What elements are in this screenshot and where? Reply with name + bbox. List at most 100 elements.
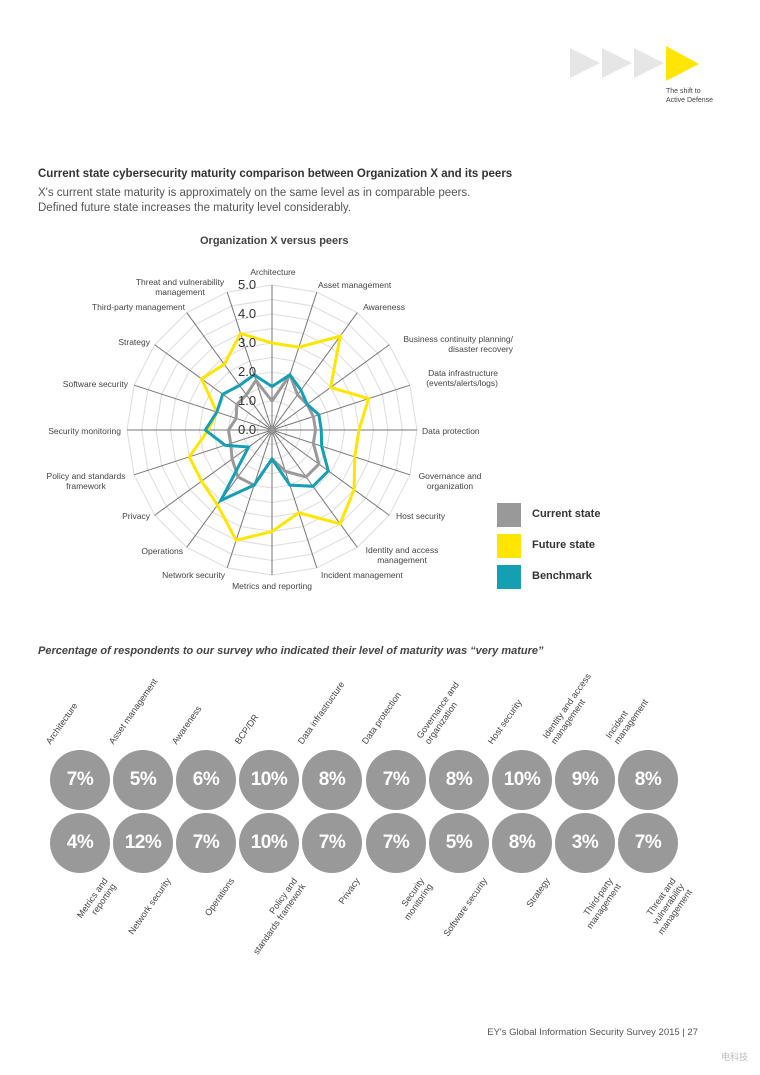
maturity-label: Architecture (43, 700, 80, 746)
maturity-circle: 7% (366, 750, 426, 810)
maturity-circle: 7% (302, 813, 362, 873)
axis-label: Incident management (321, 570, 403, 580)
maturity-label: Asset management (106, 676, 160, 746)
axis-label: Business continuity planning/ disaster r… (403, 334, 513, 354)
maturity-label: Policy and standards framework (250, 876, 308, 957)
maturity-label: Security monitoring (399, 876, 435, 922)
axis-label: Operations (141, 546, 183, 556)
axis-label: Metrics and reporting (232, 581, 312, 591)
maturity-label: Data infrastructure (295, 679, 347, 746)
axis-label: Awareness (363, 302, 405, 312)
tick-label: 1.0 (238, 393, 257, 408)
axis-label: Network security (162, 570, 225, 580)
maturity-circle: 6% (176, 750, 236, 810)
axis-line (271, 384, 411, 431)
legend-label-current: Current state (532, 508, 601, 520)
tick-label: 2.0 (238, 364, 257, 379)
maturity-label: Threat and vulnerability management (645, 876, 695, 937)
maturity-label: Strategy (524, 876, 553, 910)
legend-swatch-benchmark (497, 565, 521, 589)
maturity-label: Operations (202, 876, 237, 918)
tick-label: 5.0 (238, 277, 257, 292)
axis-line (271, 429, 390, 516)
brand-text: The shift to Active Defense (666, 88, 714, 104)
axis-line (271, 429, 318, 569)
chart-title: Organization X versus peers (200, 235, 349, 247)
axis-line (271, 429, 358, 548)
axis-label: Architecture (250, 267, 296, 277)
maturity-circle: 10% (239, 813, 299, 873)
maturity-circle: 8% (492, 813, 552, 873)
maturity-circle: 7% (176, 813, 236, 873)
maturity-circle: 7% (50, 750, 110, 810)
brand-arrows-logo (570, 46, 699, 81)
maturity-circle: 8% (618, 750, 678, 810)
axis-label: Data protection (422, 426, 480, 436)
survey-title: Percentage of respondents to our survey … (38, 645, 544, 657)
maturity-label: Third-party management (582, 876, 624, 931)
maturity-circle: 5% (113, 750, 173, 810)
axis-line (186, 312, 273, 431)
axis-label: Threat and vulnerability management (135, 277, 225, 297)
maturity-label: Metrics and reporting (75, 876, 119, 920)
axis-label: Host security (396, 511, 446, 521)
series-benchmark (203, 372, 330, 504)
axis-label: Third-party management (91, 302, 185, 312)
maturity-label: Awareness (169, 703, 204, 746)
axis-label: Strategy (118, 337, 150, 347)
axis-line (133, 384, 273, 431)
maturity-circle: 4% (50, 813, 110, 873)
arrow-icon (666, 46, 699, 81)
arrow-icon (634, 48, 664, 78)
intro-text: X's current state maturity is approximat… (38, 187, 471, 214)
legend-swatch-current (497, 503, 521, 527)
tick-label: 4.0 (238, 306, 257, 321)
maturity-label: Privacy (337, 876, 363, 906)
maturity-label: Software security (441, 876, 490, 939)
maturity-circle: 5% (429, 813, 489, 873)
arrow-icon (570, 48, 600, 78)
axis-line (133, 429, 273, 476)
maturity-label: Governance and organization (414, 680, 461, 746)
axis-label: Privacy (122, 511, 150, 521)
tick-label: 3.0 (238, 335, 257, 350)
maturity-label: BCP/DR (232, 712, 261, 746)
maturity-label: Incident management (603, 697, 651, 746)
axis-line (271, 429, 411, 476)
maturity-circle: 9% (555, 750, 615, 810)
maturity-label: Data protection (359, 690, 404, 746)
maturity-circle: 8% (302, 750, 362, 810)
maturity-circle: 3% (555, 813, 615, 873)
maturity-circle: 10% (239, 750, 299, 810)
axis-line (186, 429, 273, 548)
legend-label-benchmark: Benchmark (532, 570, 592, 582)
axis-line (271, 291, 318, 431)
axis-label: Governance and organization (418, 471, 482, 491)
axis-label: Data infrastructure (events/alerts/logs) (426, 368, 498, 388)
maturity-circle: 7% (366, 813, 426, 873)
axis-line (226, 429, 273, 569)
legend-swatch-future (497, 534, 521, 558)
axis-line (271, 312, 358, 431)
arrow-icon (602, 48, 632, 78)
axis-label: Security monitoring (48, 426, 121, 436)
page-footer: EY's Global Information Security Survey … (487, 1027, 698, 1038)
center-dot (269, 427, 275, 433)
maturity-circle: 10% (492, 750, 552, 810)
axis-line (154, 429, 273, 516)
maturity-label: Host security (485, 697, 524, 746)
legend-label-future: Future state (532, 539, 595, 551)
series-future-state (187, 331, 371, 543)
tick-label: 0.0 (238, 422, 257, 437)
axis-label: Policy and standards framework (46, 471, 126, 491)
maturity-circle: 12% (113, 813, 173, 873)
axis-line (154, 344, 273, 431)
watermark-logo: 电科技 (720, 1052, 748, 1062)
radar-chart (126, 284, 418, 576)
maturity-circle: 8% (429, 750, 489, 810)
axis-line (226, 291, 273, 431)
maturity-label: Network security (126, 876, 174, 937)
axis-label: Software security (62, 379, 128, 389)
maturity-label: Identity and access management (540, 671, 594, 746)
section-title: Current state cybersecurity maturity com… (38, 168, 513, 180)
